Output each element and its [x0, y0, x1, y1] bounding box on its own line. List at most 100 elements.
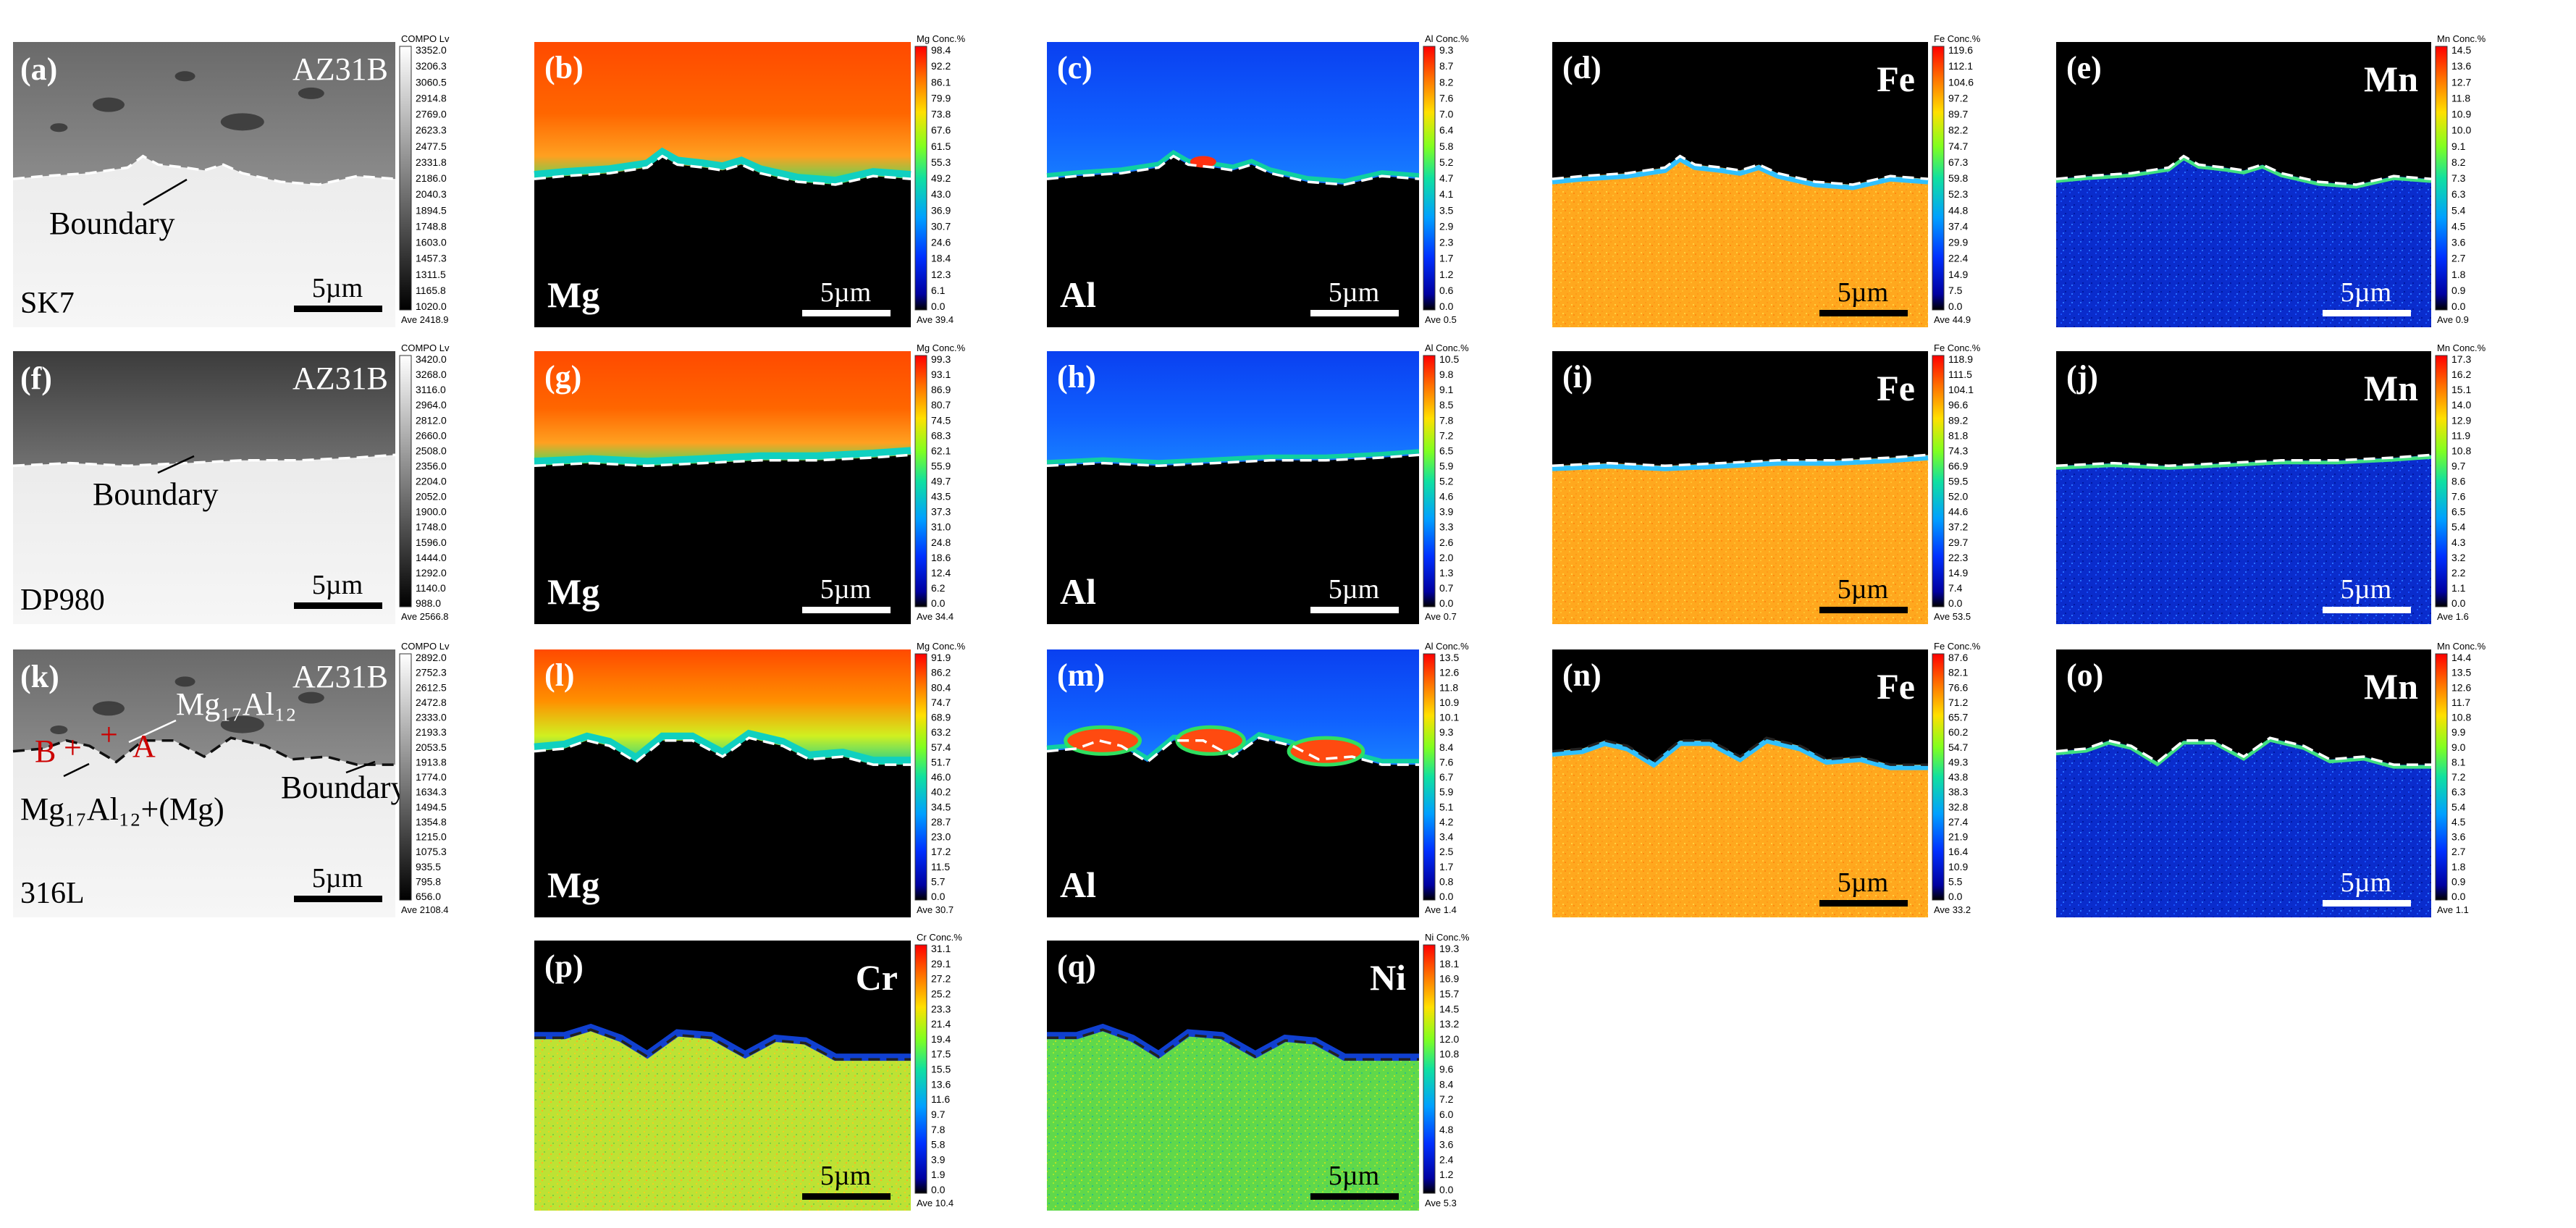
colorbar-tick: 3116.0 [416, 384, 446, 395]
colorbar-tick: 86.2 [931, 667, 951, 678]
panel-h: (h) Al 5µm Al Conc.%10.5 9.8 9.1 8.5 7.8 7.2 6.5 5… [1046, 342, 1469, 624]
sample-name: SK7 [20, 287, 75, 320]
colorbar-tick: 32.8 [1948, 801, 1968, 812]
colorbar-tick: 68.9 [931, 712, 951, 723]
colorbar-average: Ave 30.7 [917, 904, 954, 915]
dark-inclusion [93, 97, 125, 112]
colorbar [914, 355, 927, 607]
colorbar-tick: 7.8 [1439, 414, 1454, 426]
colorbar-tick: 1634.3 [416, 786, 447, 798]
colorbar-tick: 0.0 [1948, 891, 1963, 902]
point-a-label: A [132, 728, 156, 764]
scale-bar-label: 5µm [820, 1161, 871, 1191]
dark-inclusion [50, 123, 68, 133]
colorbar-tick: 7.6 [2451, 491, 2466, 502]
colorbar-tick: 2752.3 [416, 667, 447, 678]
colorbar-tick: 1457.3 [416, 253, 447, 264]
colorbar-tick: 59.5 [1948, 476, 1968, 487]
panel-label: (a) [20, 51, 57, 87]
colorbar-tick: 1.1 [2451, 582, 2466, 594]
colorbar-tick: 7.5 [1948, 285, 1963, 296]
colorbar-tick: 3.2 [2451, 552, 2466, 563]
colorbar-tick: 10.5 [1439, 353, 1459, 365]
panel-j: (j) Mn 5µm Mn Conc.%17.3 16.2 15.1 14.0 12.9 11.… [2055, 342, 2486, 624]
colorbar-tick: 11.8 [2451, 92, 2470, 104]
colorbar-tick: 22.4 [1948, 253, 1968, 264]
colorbar-tick: 2.7 [2451, 846, 2466, 857]
colorbar-tick: 1494.5 [416, 801, 447, 812]
colorbar-tick: 7.2 [1439, 1093, 1454, 1105]
colorbar-title: Al Conc.% [1425, 33, 1469, 44]
colorbar [1423, 944, 1436, 1194]
panel-label: (k) [20, 659, 59, 694]
boundary-dashed-line [1552, 154, 1929, 186]
colorbar-tick: 1.9 [931, 1169, 946, 1180]
colorbar-tick: 18.6 [931, 552, 951, 563]
scale-bar [1310, 900, 1399, 907]
colorbar-tick: 1596.0 [416, 537, 447, 548]
boundary-arrow [143, 178, 188, 206]
panel-label: (o) [2066, 657, 2103, 693]
colorbar-tick: 1.7 [1439, 861, 1454, 872]
mn-region [2056, 738, 2431, 917]
scale-bar [802, 607, 891, 613]
colorbar-tick: 15.5 [931, 1064, 951, 1075]
colorbar-tick: 9.1 [1439, 384, 1454, 395]
colorbar-tick: 7.6 [1439, 756, 1454, 768]
colorbar-tick: 0.0 [1948, 300, 1963, 312]
sample-name: 316L [20, 877, 85, 910]
colorbar-tick: 82.1 [1948, 667, 1968, 678]
colorbar-tick: 2.2 [2451, 567, 2466, 579]
colorbar-tick: 7.3 [2451, 172, 2466, 184]
element-label: Ni [1370, 957, 1406, 998]
panel-label: (j) [2066, 359, 2098, 395]
colorbar-tick: 2204.0 [416, 476, 447, 487]
panel-label: (e) [2066, 50, 2102, 85]
boundary-dashed-line [12, 453, 396, 468]
colorbar-average: Ave 53.5 [1934, 611, 1971, 622]
colorbar-tick: 57.4 [931, 741, 951, 753]
interface-band [1047, 1023, 1419, 1061]
scale-bar [1310, 607, 1399, 613]
colorbar-tick: 5.2 [1439, 476, 1454, 487]
colorbar-tick: 98.4 [931, 44, 951, 56]
colorbar-tick: 34.5 [931, 801, 951, 812]
colorbar-tick: 54.7 [1948, 741, 1968, 753]
colorbar-average: Ave 33.2 [1934, 904, 1971, 915]
interface-band [2055, 156, 2432, 189]
colorbar-tick: 9.0 [2451, 741, 2466, 753]
dark-inclusion [93, 701, 125, 716]
colorbar-title: COMPO Lv [401, 342, 450, 353]
colorbar-tick: 2623.3 [416, 125, 447, 136]
colorbar-title: Al Conc.% [1425, 641, 1469, 652]
colorbar-tick: 2508.0 [416, 445, 447, 456]
colorbar-average: Ave 5.3 [1425, 1198, 1457, 1208]
colorbar-tick: 23.3 [931, 1003, 951, 1014]
colorbar-tick: 9.1 [2451, 140, 2466, 152]
colorbar-average: Ave 0.5 [1425, 314, 1457, 325]
colorbar-tick: 2193.3 [416, 726, 447, 738]
colorbar-tick: 0.9 [2451, 285, 2466, 296]
colorbar-tick: 3060.5 [416, 76, 447, 88]
colorbar-tick: 5.8 [1439, 140, 1454, 152]
element-label: Mn [2364, 666, 2418, 707]
colorbar-tick: 5.4 [2451, 801, 2466, 812]
colorbar [399, 46, 412, 311]
colorbar-tick: 3.3 [1439, 521, 1454, 533]
colorbar-tick: 2.7 [2451, 253, 2466, 264]
colorbar-average: Ave 44.9 [1934, 314, 1971, 325]
colorbar-tick: 1913.8 [416, 756, 447, 768]
element-label: Fe [1877, 59, 1915, 99]
colorbar-tick: 14.5 [2451, 44, 2471, 56]
colorbar-tick: 59.8 [1948, 172, 1968, 184]
colorbar-tick: 2892.0 [416, 652, 447, 663]
colorbar-tick: 1.3 [1439, 567, 1454, 579]
colorbar-tick: 1774.0 [416, 771, 447, 783]
matrix-label: AZ31B [292, 659, 388, 694]
colorbar-tick: 74.5 [931, 414, 951, 426]
colorbar-tick: 12.6 [1439, 667, 1459, 678]
boundary-dashed-line [1046, 736, 1419, 766]
boundary-dashed-line [534, 736, 911, 766]
colorbar-tick: 1.2 [1439, 1169, 1454, 1180]
